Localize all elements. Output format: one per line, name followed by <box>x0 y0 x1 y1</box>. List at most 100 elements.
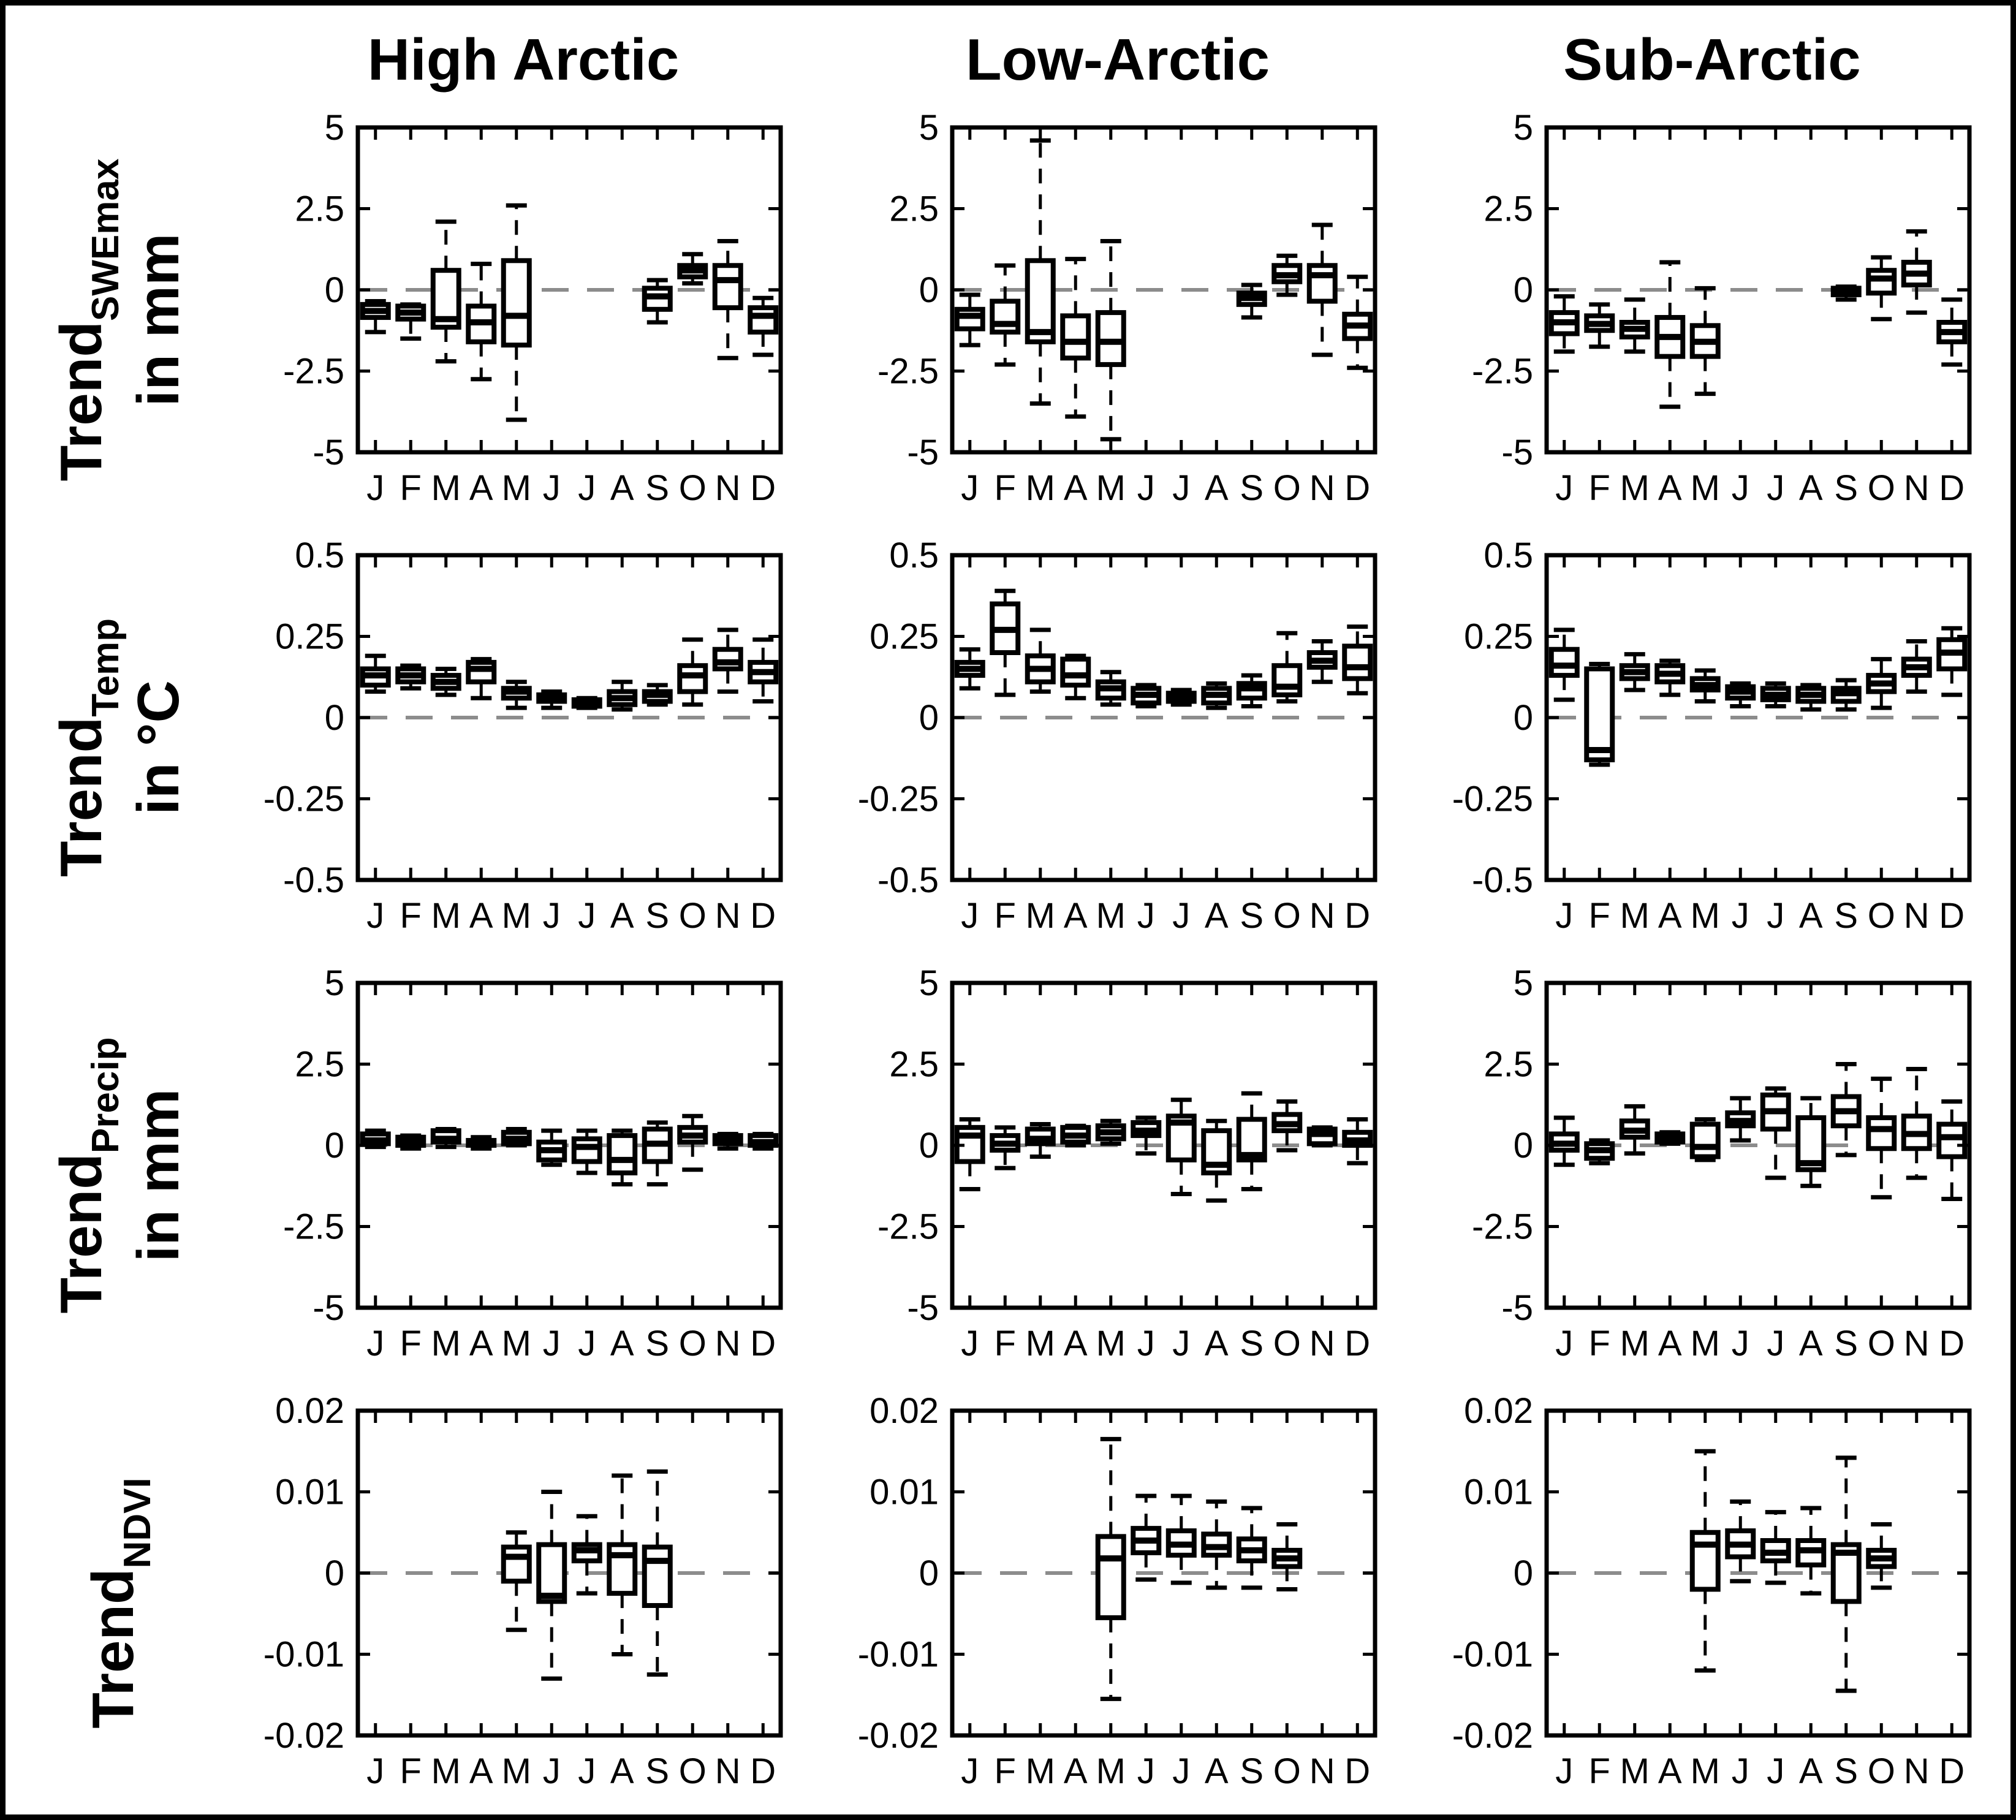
svg-text:-2.5: -2.5 <box>877 352 939 392</box>
svg-text:F: F <box>1589 468 1610 508</box>
svg-text:S: S <box>1240 1751 1264 1791</box>
svg-text:N: N <box>1309 468 1335 508</box>
svg-text:S: S <box>645 1751 669 1791</box>
svg-text:D: D <box>1939 1324 1965 1363</box>
svg-text:2.5: 2.5 <box>889 189 939 229</box>
svg-text:A: A <box>610 1324 634 1363</box>
svg-text:J: J <box>1172 468 1190 508</box>
svg-text:J: J <box>1172 896 1190 936</box>
row-ndvi: TrendNDVI J F M A M J J A S O N D 0.02 0.01 0 -0.01 -0.0… <box>6 1389 2010 1814</box>
svg-text:-0.25: -0.25 <box>858 779 939 819</box>
svg-text:D: D <box>1344 896 1370 936</box>
svg-text:2.5: 2.5 <box>295 1045 344 1085</box>
svg-text:J: J <box>366 896 384 936</box>
svg-text:-5: -5 <box>907 433 939 472</box>
row-swemax: TrendSWEmax in mm J F M A M J J A S O N D 5 2.5 0 -2.5-… <box>6 106 2010 534</box>
svg-text:M: M <box>1026 1751 1055 1791</box>
svg-text:A: A <box>469 1751 493 1791</box>
column-title-low-arctic: Low-Arctic <box>965 27 1270 93</box>
svg-text:F: F <box>995 1324 1016 1363</box>
panel-temp-high-arctic: J F M A M J J A S O N D 0.5 0.25 0 -0.25 -0.5 <box>226 534 820 961</box>
svg-text:-5: -5 <box>313 433 344 472</box>
svg-text:-0.5: -0.5 <box>283 860 344 900</box>
svg-text:-2.5: -2.5 <box>283 1207 344 1247</box>
panel-ndvi-low-arctic: J F M A M J J A S O N D 0.02 0.01 0 -0.01 -0.02 <box>820 1389 1415 1814</box>
svg-text:O: O <box>1273 896 1301 936</box>
row-label-swemax-text: TrendSWEmax in mm <box>48 159 191 482</box>
svg-text:J: J <box>366 468 384 508</box>
svg-text:-0.5: -0.5 <box>877 860 939 900</box>
svg-text:M: M <box>431 1751 461 1791</box>
row-label-swemax: TrendSWEmax in mm <box>6 106 226 534</box>
panel-ndvi-sub-arctic: J F M A M J J A S O N D 0.02 0.01 0 -0.01 -0.02 <box>1415 1389 2009 1814</box>
row-label-main: Trend <box>48 1153 115 1314</box>
svg-text:J: J <box>578 468 596 508</box>
svg-text:0.25: 0.25 <box>1464 617 1533 657</box>
svg-text:J: J <box>1732 468 1749 508</box>
svg-text:M: M <box>431 896 461 936</box>
svg-text:S: S <box>1240 896 1264 936</box>
svg-text:J: J <box>961 468 979 508</box>
svg-text:J: J <box>1555 1324 1573 1363</box>
svg-text:F: F <box>995 896 1016 936</box>
svg-text:O: O <box>1273 468 1301 508</box>
svg-text:J: J <box>1767 1324 1784 1363</box>
svg-text:A: A <box>1658 1751 1682 1791</box>
svg-text:5: 5 <box>919 108 939 148</box>
svg-text:5: 5 <box>1514 108 1533 148</box>
panel-precip-high-arctic: J F M A M J J A S O N D 5 2.5 0 -2.5 -5 <box>226 961 820 1389</box>
row-label-main: Trend <box>80 1568 146 1729</box>
svg-text:-0.02: -0.02 <box>1452 1716 1533 1756</box>
svg-text:D: D <box>750 468 776 508</box>
svg-text:-5: -5 <box>1501 433 1533 472</box>
svg-text:A: A <box>1064 896 1088 936</box>
svg-text:A: A <box>1064 1751 1088 1791</box>
svg-text:D: D <box>750 896 776 936</box>
svg-text:0: 0 <box>325 1553 344 1593</box>
svg-text:-0.25: -0.25 <box>1452 779 1533 819</box>
svg-text:-2.5: -2.5 <box>1472 352 1533 392</box>
svg-text:J: J <box>543 468 561 508</box>
svg-text:0: 0 <box>919 270 939 310</box>
svg-text:-5: -5 <box>313 1288 344 1328</box>
panel-temp-sub-arctic: J F M A M J J A S O N D 0.5 0.25 0 -0.25 -0.5 <box>1415 534 2009 961</box>
svg-text:0.5: 0.5 <box>889 536 939 575</box>
svg-text:O: O <box>1273 1324 1301 1363</box>
panel-temp-low-arctic: J F M A M J J A S O N D 0.5 0.25 0 -0.25 -0.5 <box>820 534 1415 961</box>
svg-text:O: O <box>679 468 707 508</box>
svg-text:J: J <box>961 1324 979 1363</box>
svg-text:N: N <box>1309 1324 1335 1363</box>
svg-text:N: N <box>1904 1324 1930 1363</box>
row-temp: TrendTemp in °C J F M A M J J A S O N D 0.5 0.25 0 -0.2… <box>6 534 2010 961</box>
panel-swemax-low-arctic: J F M A M J J A S O N D 5 2.5 0 -2.5 -5 <box>820 106 1415 534</box>
svg-text:5: 5 <box>1514 963 1533 1003</box>
svg-text:F: F <box>995 468 1016 508</box>
svg-text:J: J <box>543 896 561 936</box>
svg-text:M: M <box>431 468 461 508</box>
svg-text:F: F <box>400 896 422 936</box>
svg-text:F: F <box>400 1751 422 1791</box>
svg-text:0: 0 <box>1514 698 1533 738</box>
svg-text:A: A <box>1064 1324 1088 1363</box>
svg-text:J: J <box>961 896 979 936</box>
svg-text:N: N <box>1309 1751 1335 1791</box>
svg-text:-2.5: -2.5 <box>877 1207 939 1247</box>
svg-text:J: J <box>366 1324 384 1363</box>
svg-text:J: J <box>1137 1751 1155 1791</box>
svg-text:F: F <box>1589 1751 1610 1791</box>
row-label-unit: in mm <box>126 1088 192 1262</box>
row-label-temp-text: TrendTemp in °C <box>48 618 192 877</box>
row-label-unit: in °C <box>126 680 192 815</box>
svg-text:A: A <box>1658 1324 1682 1363</box>
svg-text:A: A <box>1205 1324 1229 1363</box>
svg-text:2.5: 2.5 <box>1484 189 1533 229</box>
row-label-ndvi-text: TrendNDVI <box>80 1477 159 1729</box>
svg-text:D: D <box>1344 1751 1370 1791</box>
svg-text:A: A <box>469 896 493 936</box>
svg-text:D: D <box>1344 468 1370 508</box>
svg-text:M: M <box>1691 468 1720 508</box>
svg-text:0: 0 <box>919 1553 939 1593</box>
svg-text:O: O <box>1868 896 1895 936</box>
svg-text:-0.01: -0.01 <box>858 1635 939 1675</box>
svg-text:J: J <box>1767 896 1784 936</box>
